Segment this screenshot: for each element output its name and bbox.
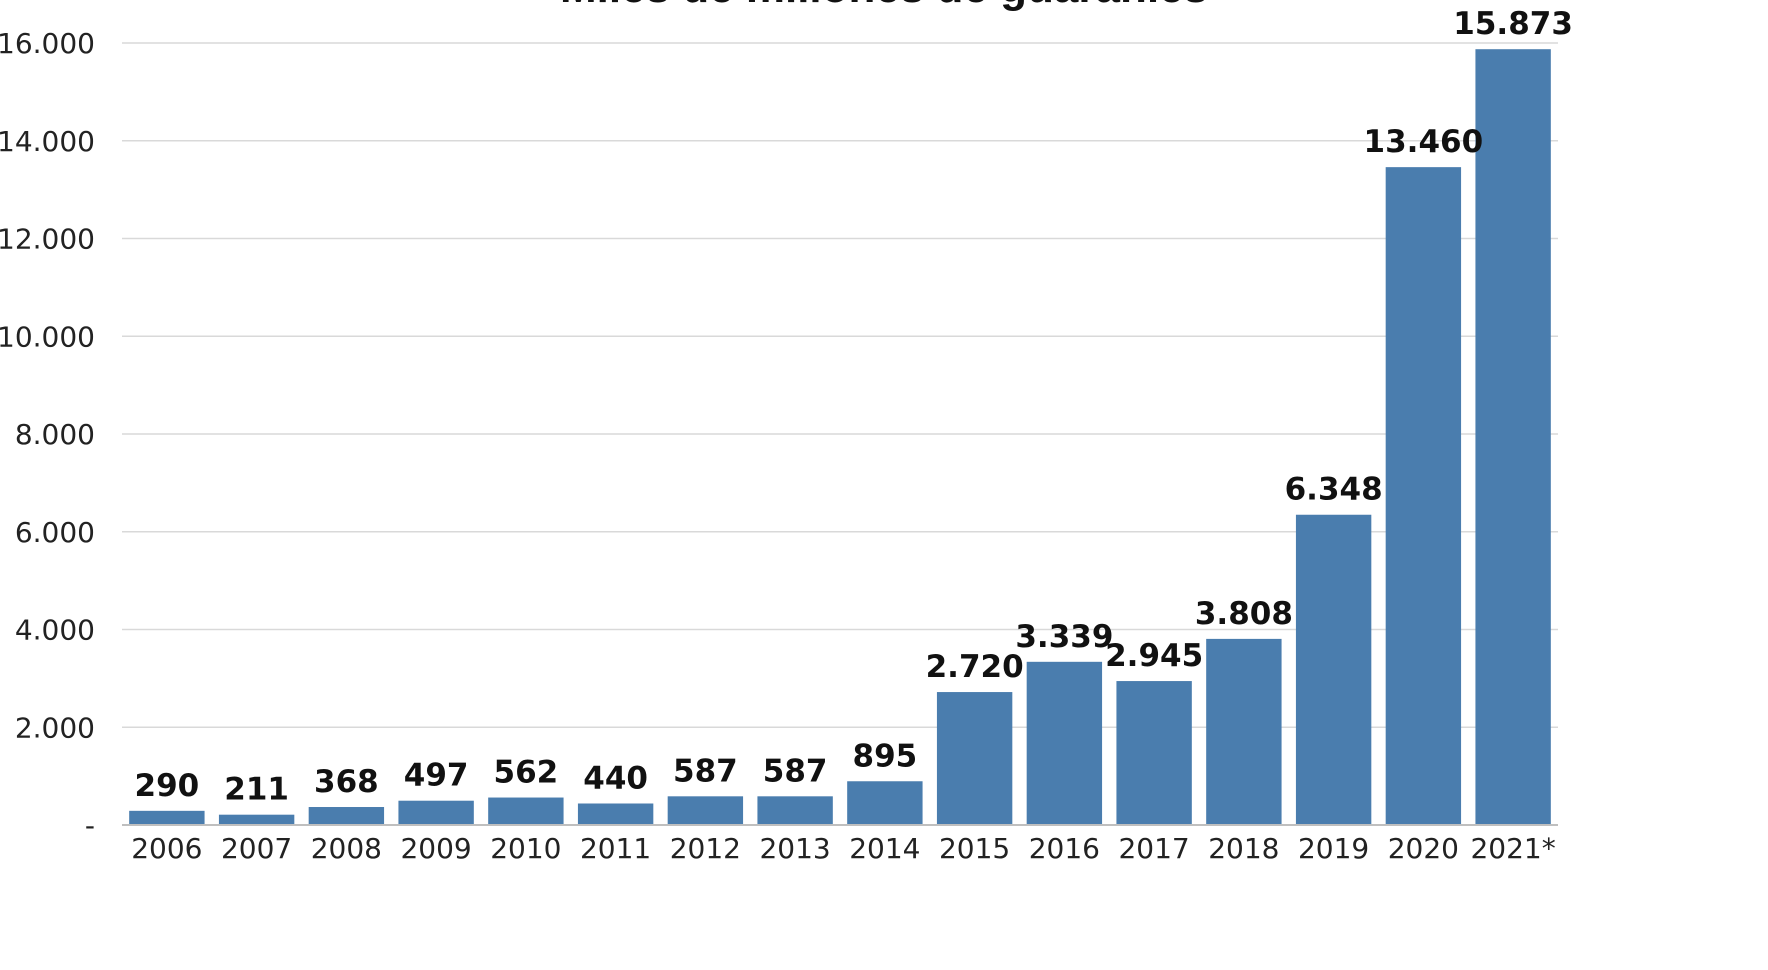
bar (1295, 514, 1372, 825)
y-tick-label: 2.000 (15, 711, 95, 744)
data-label: 290 (135, 768, 200, 804)
data-labels: 290 211 368 497 562 440 587 587 895 2.7203.3392.9… (135, 6, 1573, 807)
bar (308, 807, 385, 825)
x-tick-label: 2011 (580, 832, 651, 865)
data-label: 440 (583, 760, 648, 796)
data-label: 587 (763, 753, 828, 789)
bar (129, 810, 205, 825)
data-label: 6.348 (1285, 472, 1383, 508)
bar (1385, 167, 1462, 825)
data-label: 368 (314, 764, 379, 800)
bar (936, 692, 1013, 825)
data-label: 15.873 (1453, 6, 1573, 42)
x-tick-label: 2021* (1470, 832, 1555, 865)
data-label: 211 (224, 772, 289, 808)
y-tick-label: 6.000 (15, 516, 95, 549)
bar (1026, 661, 1103, 825)
bar (1116, 681, 1192, 825)
y-tick-label: - (85, 809, 95, 842)
x-tick-label: 2017 (1118, 832, 1189, 865)
data-label: 587 (673, 753, 738, 789)
x-tick-label: 2019 (1298, 832, 1369, 865)
bar (577, 803, 654, 825)
bar (757, 796, 833, 825)
bar (488, 797, 564, 825)
bars (129, 49, 1551, 825)
x-tick-label: 2012 (670, 832, 741, 865)
bar (1475, 49, 1551, 825)
x-tick-label: 2009 (400, 832, 471, 865)
data-label: 562 (494, 755, 559, 791)
data-label: 3.339 (1015, 619, 1113, 655)
chart-title: Miles de millones de guaraníes (560, 0, 1208, 12)
x-tick-label: 2007 (221, 832, 292, 865)
x-tick-label: 2010 (490, 832, 561, 865)
bar (847, 781, 923, 825)
x-tick-label: 2016 (1029, 832, 1100, 865)
y-tick-label: 4.000 (15, 614, 95, 647)
y-axis-ticks: - 2.000 4.000 6.000 8.000 10.000 12.000 14.000 1… (0, 27, 95, 842)
y-tick-label: 14.000 (0, 125, 95, 158)
bar (398, 800, 474, 825)
x-tick-label: 2020 (1388, 832, 1459, 865)
x-tick-label: 2018 (1208, 832, 1279, 865)
bar (218, 814, 295, 825)
gridlines (122, 42, 1558, 728)
x-tick-label: 2006 (131, 832, 202, 865)
x-tick-label: 2008 (311, 832, 382, 865)
y-tick-label: 12.000 (0, 223, 95, 256)
data-label: 3.808 (1195, 596, 1293, 632)
data-label: 2.720 (926, 649, 1024, 685)
x-axis-ticks: 2006 2007 2008 2009 2010 2011 2012 2013 2014 2015… (131, 832, 1556, 865)
data-label: 497 (404, 758, 469, 794)
y-tick-label: 10.000 (0, 320, 95, 353)
y-tick-label: 16.000 (0, 27, 95, 60)
bar (1206, 638, 1282, 825)
y-tick-label: 8.000 (15, 418, 95, 451)
x-tick-label: 2013 (759, 832, 830, 865)
data-label: 2.945 (1105, 638, 1203, 674)
data-label: 895 (853, 738, 918, 774)
data-label: 13.460 (1364, 124, 1484, 160)
bar (667, 796, 744, 825)
x-tick-label: 2015 (939, 832, 1010, 865)
x-tick-label: 2014 (849, 832, 920, 865)
